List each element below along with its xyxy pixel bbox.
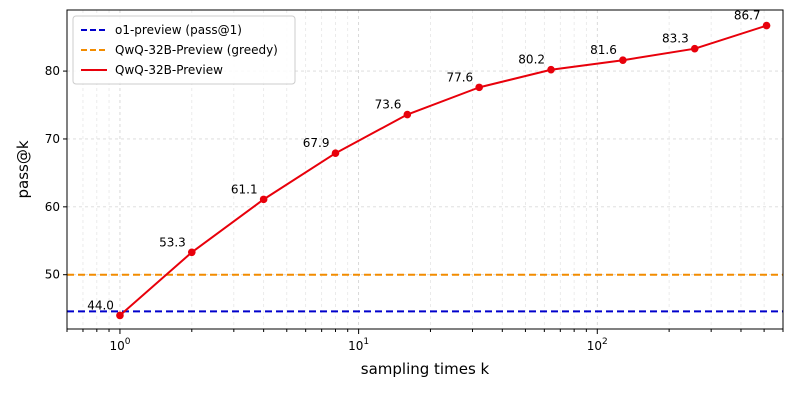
x-tick-base: 10	[109, 339, 124, 353]
data-label: 83.3	[662, 32, 689, 46]
plot-frame	[66, 9, 784, 330]
legend-label: QwQ-32B-Preview	[115, 63, 223, 77]
data-label: 86.7	[734, 9, 761, 23]
x-tick-exponent: 1	[363, 337, 369, 347]
x-tick-label: 101	[348, 337, 369, 353]
data-point	[331, 149, 340, 158]
data-point	[690, 44, 699, 53]
x-tick-label: 102	[587, 337, 608, 353]
data-point	[116, 311, 124, 320]
series-line	[119, 24, 767, 317]
data-label: 77.6	[446, 70, 473, 84]
x-tick-exponent: 2	[602, 337, 608, 347]
x-axis-title: sampling times k	[361, 360, 490, 378]
x-tick-label: 100	[109, 337, 130, 353]
y-tick-label: 70	[45, 132, 60, 146]
data-point	[762, 21, 771, 30]
data-label: 67.9	[303, 136, 330, 150]
legend-label: o1-preview (pass@1)	[115, 23, 242, 37]
data-point	[547, 65, 555, 74]
data-label: 81.6	[590, 43, 617, 57]
data-label: 61.1	[231, 182, 258, 196]
series-layer: 44.0 53.3 61.1 67.9 73.6 77.6 80.2 81.6 83.3 86.7	[67, 9, 783, 320]
x-tick-exponent: 0	[125, 337, 131, 347]
y-tick-label: 60	[45, 200, 60, 214]
data-label: 80.2	[518, 53, 545, 67]
data-point	[619, 56, 627, 65]
data-label: 73.6	[375, 98, 402, 112]
data-point	[403, 110, 412, 119]
legend-box	[72, 15, 296, 85]
legend: o1-preview (pass@1) QwQ-32B-Preview (gree…	[72, 15, 296, 85]
data-label: 44.0	[87, 298, 114, 312]
data-label: 53.3	[159, 235, 186, 249]
data-point	[259, 195, 268, 204]
y-axis-title: pass@k	[14, 140, 32, 198]
data-point	[475, 83, 483, 92]
x-tick-base: 10	[348, 339, 363, 353]
y-tick-label: 80	[45, 64, 60, 78]
x-tick-base: 10	[587, 339, 602, 353]
legend-label: QwQ-32B-Preview (greedy)	[115, 43, 278, 57]
y-tick-label: 50	[45, 268, 60, 282]
data-point	[187, 248, 196, 257]
